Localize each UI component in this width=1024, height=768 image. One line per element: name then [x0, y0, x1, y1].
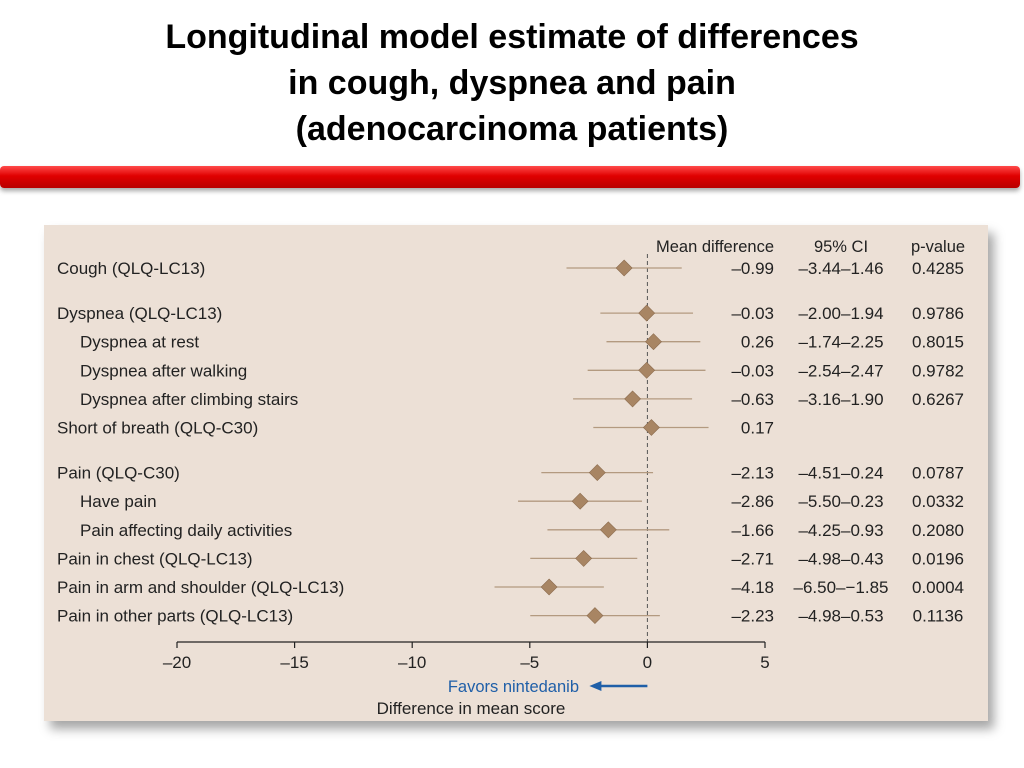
header-p-value: p-value	[911, 238, 965, 256]
forest-row: Short of breath (QLQ-C30) 0.17	[57, 419, 774, 438]
forest-row: Have pain –2.86 –5.50–0.23 0.0332	[80, 492, 964, 511]
ci-value: –3.44–1.46	[798, 259, 883, 278]
p-value: 0.2080	[912, 521, 964, 540]
mean-difference-value: 0.17	[741, 419, 774, 438]
mean-difference-value: –2.86	[731, 492, 774, 511]
forest-row: Dyspnea at rest 0.26 –1.74–2.25 0.8015	[80, 333, 964, 352]
p-value: 0.0332	[912, 492, 964, 511]
ci-value: –4.25–0.93	[798, 521, 883, 540]
x-tick-label: 5	[760, 653, 769, 672]
mean-difference-value: –0.03	[731, 304, 774, 323]
slide-title: Longitudinal model estimate of differenc…	[0, 14, 1024, 152]
p-value: 0.1136	[913, 607, 964, 626]
p-value: 0.0196	[912, 549, 964, 568]
title-divider-bar	[0, 166, 1020, 188]
estimate-marker	[638, 304, 656, 322]
forest-row: Pain in chest (QLQ-LC13) –2.71 –4.98–0.43 0…	[57, 549, 964, 568]
row-label: Pain (QLQ-C30)	[57, 464, 180, 483]
mean-difference-value: –0.99	[731, 259, 774, 278]
estimate-marker	[586, 607, 604, 625]
x-tick-label: –5	[520, 653, 539, 672]
estimate-marker	[645, 333, 662, 351]
mean-difference-value: –1.66	[731, 521, 774, 540]
forest-row: Pain in arm and shoulder (QLQ-LC13) –4.18…	[57, 578, 964, 597]
favors-arrowhead-icon	[589, 681, 602, 691]
p-value: 0.0787	[912, 464, 964, 483]
estimate-marker	[571, 492, 589, 510]
estimate-marker	[540, 578, 558, 596]
x-axis-label: Difference in mean score	[377, 699, 566, 718]
row-label: Dyspnea after climbing stairs	[80, 390, 298, 409]
row-label: Pain affecting daily activities	[80, 521, 292, 540]
ci-value: –1.74–2.25	[798, 333, 883, 352]
mean-difference-value: –0.63	[731, 390, 774, 409]
ci-value: –5.50–0.23	[798, 492, 883, 511]
p-value: 0.8015	[912, 333, 964, 352]
row-label: Cough (QLQ-LC13)	[57, 259, 205, 278]
mean-difference-value: –2.13	[731, 464, 774, 483]
forest-row: Dyspnea after walking –0.03 –2.54–2.47 0.97…	[80, 361, 964, 380]
slide-title-line: (adenocarcinoma patients)	[295, 110, 729, 148]
forest-plot: Mean difference 95% CI p-value Cough (QL…	[57, 238, 965, 718]
p-value: 0.9786	[912, 304, 964, 323]
header-mean-difference: Mean difference	[656, 238, 774, 256]
row-label: Pain in chest (QLQ-LC13)	[57, 549, 253, 568]
x-tick-label: –20	[163, 653, 191, 672]
mean-difference-value: –0.03	[731, 361, 774, 380]
ci-value: –3.16–1.90	[798, 390, 883, 409]
row-label: Pain in arm and shoulder (QLQ-LC13)	[57, 578, 344, 597]
estimate-marker	[638, 361, 656, 379]
forest-row: Pain in other parts (QLQ-LC13) –2.23 –4.98…	[57, 607, 963, 626]
estimate-marker	[615, 259, 633, 277]
forest-row: Dyspnea (QLQ-LC13) –0.03 –2.00–1.94 0.9786	[57, 304, 964, 323]
estimate-marker	[575, 549, 593, 567]
ci-value: –4.98–0.43	[798, 549, 883, 568]
row-label: Short of breath (QLQ-C30)	[57, 419, 258, 438]
estimate-marker	[599, 521, 617, 539]
forest-row: Dyspnea after climbing stairs –0.63 –3.16–…	[80, 390, 964, 409]
mean-difference-value: –4.18	[731, 578, 774, 597]
slide-title-line: Longitudinal model estimate of differenc…	[165, 18, 859, 56]
row-label: Dyspnea (QLQ-LC13)	[57, 304, 222, 323]
row-label: Dyspnea at rest	[80, 333, 199, 352]
estimate-marker	[624, 390, 642, 408]
forest-row: Cough (QLQ-LC13) –0.99 –3.44–1.46 0.4285	[57, 259, 964, 278]
ci-value: –6.50–−1.85	[793, 578, 888, 597]
mean-difference-value: –2.71	[731, 549, 774, 568]
ci-value: –4.51–0.24	[798, 464, 883, 483]
p-value: 0.0004	[912, 578, 964, 597]
ci-value: –2.00–1.94	[798, 304, 883, 323]
x-tick-label: –15	[280, 653, 308, 672]
ci-value: –4.98–0.53	[798, 607, 883, 626]
mean-difference-value: 0.26	[741, 333, 774, 352]
ci-value: –2.54–2.47	[798, 361, 883, 380]
forest-row: Pain affecting daily activities –1.66 –4.2…	[80, 521, 964, 540]
estimate-marker	[588, 464, 606, 482]
p-value: 0.6267	[912, 390, 964, 409]
row-label: Have pain	[80, 492, 157, 511]
header-95-ci: 95% CI	[814, 238, 868, 256]
x-tick-label: 0	[643, 653, 652, 672]
mean-difference-value: –2.23	[731, 607, 774, 626]
row-label: Dyspnea after walking	[80, 361, 247, 380]
x-tick-label: –10	[398, 653, 426, 672]
slide-title-line: in cough, dyspnea and pain	[288, 64, 736, 102]
forest-row: Pain (QLQ-C30) –2.13 –4.51–0.24 0.0787	[57, 464, 964, 483]
favors-nintedanib-label: Favors nintedanib	[448, 678, 579, 696]
estimate-marker	[642, 419, 660, 436]
p-value: 0.4285	[912, 259, 964, 278]
row-label: Pain in other parts (QLQ-LC13)	[57, 607, 293, 626]
forest-plot-panel: Mean difference 95% CI p-value Cough (QL…	[44, 225, 988, 721]
p-value: 0.9782	[912, 361, 964, 380]
